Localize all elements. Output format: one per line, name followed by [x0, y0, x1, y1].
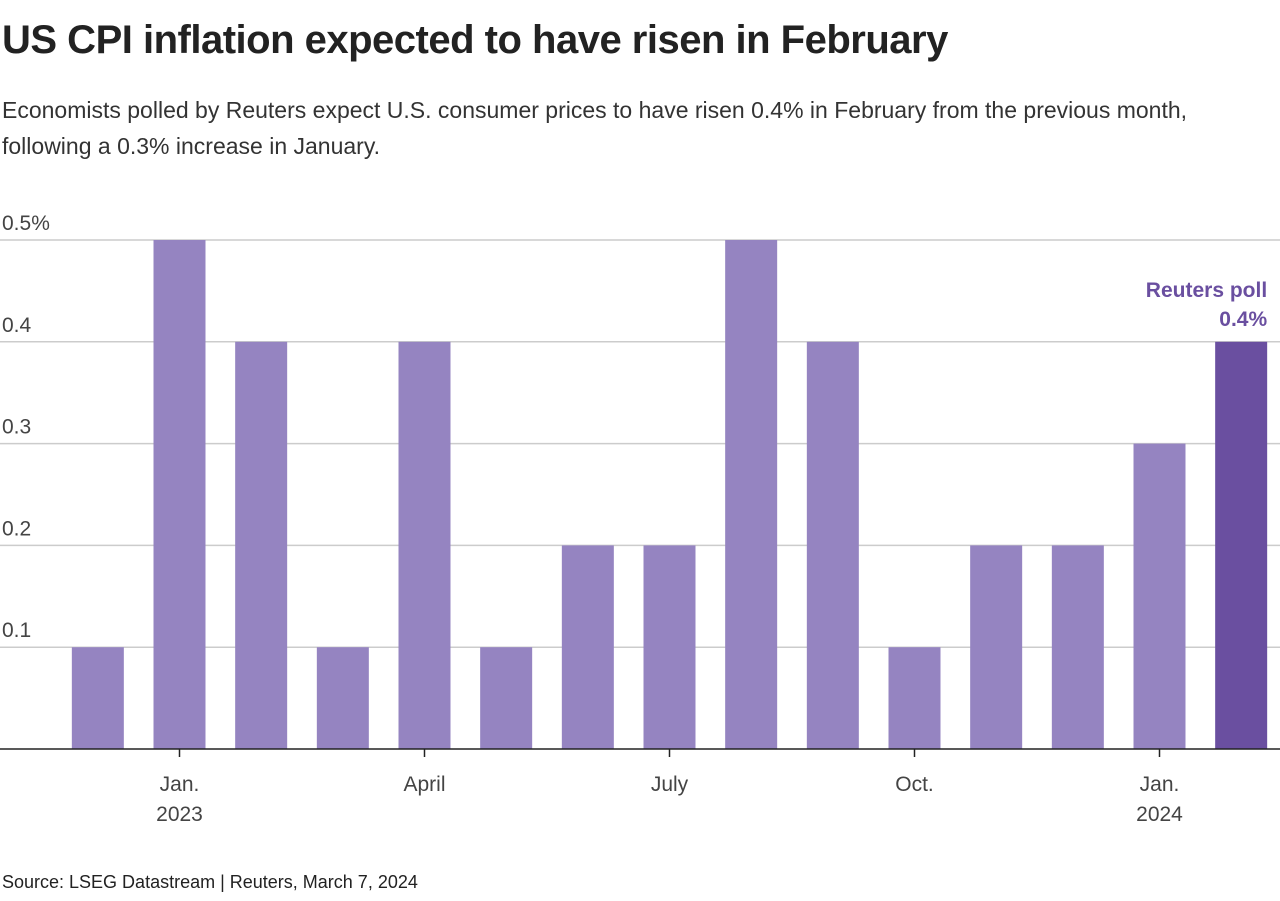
- bar: [1215, 341, 1268, 749]
- chart-subtitle: Economists polled by Reuters expect U.S.…: [2, 97, 1188, 159]
- y-tick-label: 0.2: [2, 517, 31, 540]
- bar: [398, 341, 451, 749]
- bar: [153, 240, 206, 749]
- x-tick-label: April: [403, 773, 446, 796]
- y-tick-label: 0.3: [2, 416, 31, 439]
- bar: [71, 647, 124, 749]
- bar: [970, 545, 1023, 749]
- bar: [235, 341, 288, 749]
- bar: [806, 341, 859, 749]
- source-note: Source: LSEG Datastream | Reuters, March…: [2, 872, 418, 892]
- bar: [725, 240, 778, 749]
- bar: [316, 647, 369, 749]
- value-label: 0.4%: [1219, 308, 1267, 331]
- bar: [561, 545, 614, 749]
- bar: [1133, 443, 1186, 749]
- x-tick-label: Jan. 2023: [156, 773, 203, 826]
- x-tick-label: July: [650, 773, 689, 796]
- y-tick-label: 0.1: [2, 619, 31, 642]
- bar: [888, 647, 941, 749]
- bar: [1051, 545, 1104, 749]
- bar: [643, 545, 696, 749]
- y-tick-label: 0.5%: [2, 212, 50, 235]
- annotation: Reuters poll: [1146, 279, 1267, 302]
- chart-title: US CPI inflation expected to have risen …: [2, 18, 948, 62]
- bar: [480, 647, 533, 749]
- y-tick-label: 0.4: [2, 314, 32, 337]
- x-tick-label: Oct.: [895, 773, 934, 796]
- x-tick-label: Jan. 2024: [1136, 773, 1183, 826]
